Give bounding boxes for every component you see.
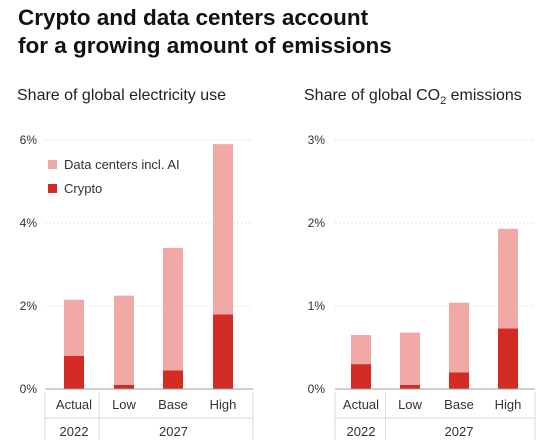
emissions-bar-data-centers-base [449, 302, 469, 373]
emissions-y-tick-label: 3% [308, 133, 326, 147]
emissions-chart-title: Share of global CO2 emissions [304, 87, 522, 107]
electricity-bar-data-centers-actual [64, 299, 84, 356]
electricity-x-tick-label: Actual [56, 397, 92, 412]
emissions-x-tick-label: Low [398, 397, 422, 412]
emissions-title-tail: emissions [446, 87, 522, 104]
electricity-x-tick-label: Base [158, 397, 188, 412]
electricity-bar-data-centers-base [163, 247, 183, 371]
electricity-bar-crypto-actual [64, 355, 84, 389]
emissions-bar-data-centers-actual [351, 335, 371, 365]
emissions-x-tick-label: Actual [343, 397, 379, 412]
chart-title: Crypto and data centers account for a gr… [18, 4, 538, 60]
emissions-y-tick-label: 2% [308, 216, 326, 230]
legend-label-crypto: Crypto [64, 181, 102, 196]
electricity-y-tick-label: 6% [20, 133, 38, 147]
electricity-y-tick-label: 4% [20, 216, 38, 230]
electricity-x-tick-label: Low [112, 397, 136, 412]
electricity-bar-data-centers-high [213, 144, 233, 315]
emissions-bar-crypto-actual [351, 364, 371, 389]
chart-title-line-1: Crypto and data centers account [18, 5, 369, 30]
electricity-year-label: 2027 [159, 424, 188, 439]
emissions-bar-crypto-base [449, 372, 469, 389]
electricity-bar-crypto-high [213, 314, 233, 389]
emissions-x-tick-label: Base [444, 397, 474, 412]
emissions-x-tick-label: High [495, 397, 522, 412]
electricity-chart-title: Share of global electricity use [17, 87, 226, 104]
emissions-year-label: 2027 [445, 424, 474, 439]
emissions-bar-crypto-high [498, 328, 518, 389]
emissions-title-subscript: 2 [440, 95, 447, 108]
electricity-bar-crypto-base [163, 370, 183, 389]
emissions-bar-data-centers-low [400, 332, 420, 385]
electricity-y-tick-label: 0% [20, 382, 38, 396]
emissions-y-tick-label: 1% [308, 299, 326, 313]
emissions-title-main: Share of global CO [304, 87, 441, 104]
electricity-year-label: 2022 [60, 424, 89, 439]
emissions-year-label: 2022 [347, 424, 376, 439]
electricity-bar-data-centers-low [114, 295, 134, 385]
chart-title-line-2: for a growing amount of emissions [18, 33, 392, 58]
legend-swatch-data-centers [48, 160, 57, 169]
emissions-bar-crypto-low [400, 384, 420, 389]
electricity-x-tick-label: High [210, 397, 237, 412]
legend-swatch-crypto [48, 184, 57, 193]
emissions-y-tick-label: 0% [308, 382, 326, 396]
electricity-bar-crypto-low [114, 384, 134, 389]
electricity-y-tick-label: 2% [20, 299, 38, 313]
emissions-bar-data-centers-high [498, 228, 518, 329]
legend-label-data-centers: Data centers incl. AI [64, 157, 180, 172]
